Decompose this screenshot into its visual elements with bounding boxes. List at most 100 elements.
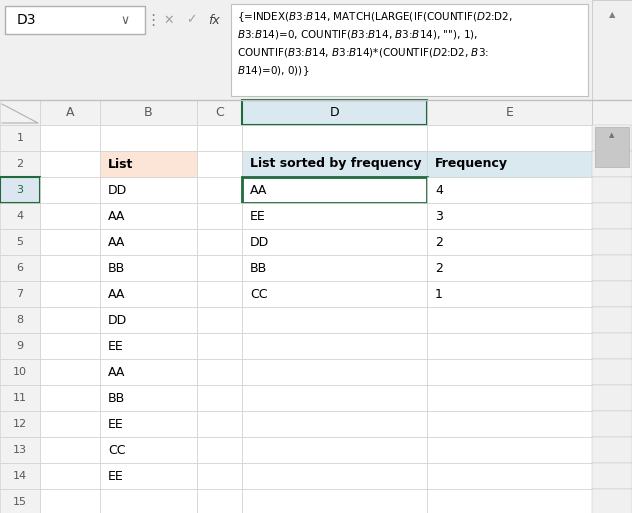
- Bar: [242, 255, 427, 281]
- Text: 4: 4: [16, 211, 23, 221]
- Bar: [592, 151, 632, 177]
- Text: 13: 13: [13, 445, 27, 455]
- Bar: [592, 411, 632, 437]
- Text: AA: AA: [250, 184, 267, 196]
- Bar: [0, 307, 40, 333]
- Bar: [40, 100, 100, 125]
- Bar: [197, 385, 242, 411]
- Bar: [242, 359, 427, 385]
- Bar: [427, 411, 592, 437]
- Bar: [197, 151, 242, 177]
- Bar: [100, 411, 197, 437]
- Bar: [100, 359, 197, 385]
- Text: EE: EE: [250, 209, 265, 223]
- Text: 3: 3: [16, 185, 23, 195]
- Bar: [0, 489, 40, 513]
- Bar: [427, 307, 592, 333]
- Text: ∨: ∨: [121, 13, 130, 27]
- Bar: [231, 4, 588, 96]
- Bar: [197, 203, 242, 229]
- Text: ✓: ✓: [186, 13, 197, 27]
- Bar: [100, 307, 197, 333]
- Text: $B$3:$B$14)=0, COUNTIF($B$3:$B$14, $B$3:$B$14), ""), 1),: $B$3:$B$14)=0, COUNTIF($B$3:$B$14, $B$3:…: [237, 28, 478, 41]
- Bar: [242, 229, 427, 255]
- Bar: [242, 437, 427, 463]
- Bar: [242, 177, 427, 203]
- Bar: [0, 333, 40, 359]
- Bar: [40, 333, 100, 359]
- Text: 10: 10: [13, 367, 27, 377]
- Bar: [242, 489, 427, 513]
- Text: E: E: [506, 106, 513, 119]
- Text: 12: 12: [13, 419, 27, 429]
- Bar: [0, 151, 40, 177]
- Bar: [40, 489, 100, 513]
- Bar: [592, 177, 632, 203]
- Bar: [592, 125, 632, 151]
- Bar: [427, 100, 592, 125]
- Bar: [100, 203, 197, 229]
- Bar: [40, 151, 100, 177]
- Bar: [592, 359, 632, 385]
- Bar: [592, 281, 632, 307]
- Bar: [592, 385, 632, 411]
- Bar: [427, 333, 592, 359]
- Bar: [595, 127, 629, 167]
- Bar: [592, 437, 632, 463]
- Bar: [427, 177, 592, 203]
- Bar: [592, 307, 632, 333]
- Bar: [100, 281, 197, 307]
- Bar: [0, 203, 40, 229]
- Bar: [197, 333, 242, 359]
- Bar: [40, 411, 100, 437]
- Bar: [427, 229, 592, 255]
- Text: List sorted by frequency: List sorted by frequency: [250, 157, 422, 170]
- Text: Frequency: Frequency: [435, 157, 508, 170]
- Text: 14: 14: [13, 471, 27, 481]
- Text: BB: BB: [108, 391, 125, 404]
- Bar: [100, 385, 197, 411]
- Bar: [0, 0, 632, 100]
- Bar: [100, 100, 197, 125]
- Text: C: C: [215, 106, 224, 119]
- Bar: [427, 255, 592, 281]
- Bar: [40, 203, 100, 229]
- Bar: [100, 489, 197, 513]
- Bar: [197, 411, 242, 437]
- Bar: [100, 437, 197, 463]
- Bar: [427, 385, 592, 411]
- Bar: [197, 229, 242, 255]
- Bar: [592, 229, 632, 255]
- Bar: [427, 203, 592, 229]
- Bar: [100, 229, 197, 255]
- Text: 1: 1: [435, 287, 443, 301]
- Text: EE: EE: [108, 418, 124, 430]
- Text: ▲: ▲: [609, 10, 615, 19]
- Bar: [242, 203, 427, 229]
- Bar: [427, 463, 592, 489]
- Text: 2: 2: [16, 159, 23, 169]
- Text: B: B: [144, 106, 153, 119]
- Bar: [427, 125, 592, 151]
- Text: CC: CC: [250, 287, 267, 301]
- Bar: [40, 229, 100, 255]
- Bar: [100, 463, 197, 489]
- Text: $B$14)=0), 0))}: $B$14)=0), 0))}: [237, 64, 309, 78]
- Bar: [427, 359, 592, 385]
- Text: AA: AA: [108, 235, 125, 248]
- Bar: [242, 463, 427, 489]
- Bar: [40, 359, 100, 385]
- Bar: [242, 411, 427, 437]
- Bar: [242, 100, 427, 125]
- Bar: [100, 151, 197, 177]
- Text: ▲: ▲: [609, 132, 615, 138]
- Bar: [40, 307, 100, 333]
- Bar: [592, 333, 632, 359]
- Bar: [427, 437, 592, 463]
- Bar: [0, 255, 40, 281]
- Text: 2: 2: [435, 262, 443, 274]
- Bar: [0, 385, 40, 411]
- Bar: [592, 0, 632, 100]
- Bar: [0, 281, 40, 307]
- Bar: [242, 281, 427, 307]
